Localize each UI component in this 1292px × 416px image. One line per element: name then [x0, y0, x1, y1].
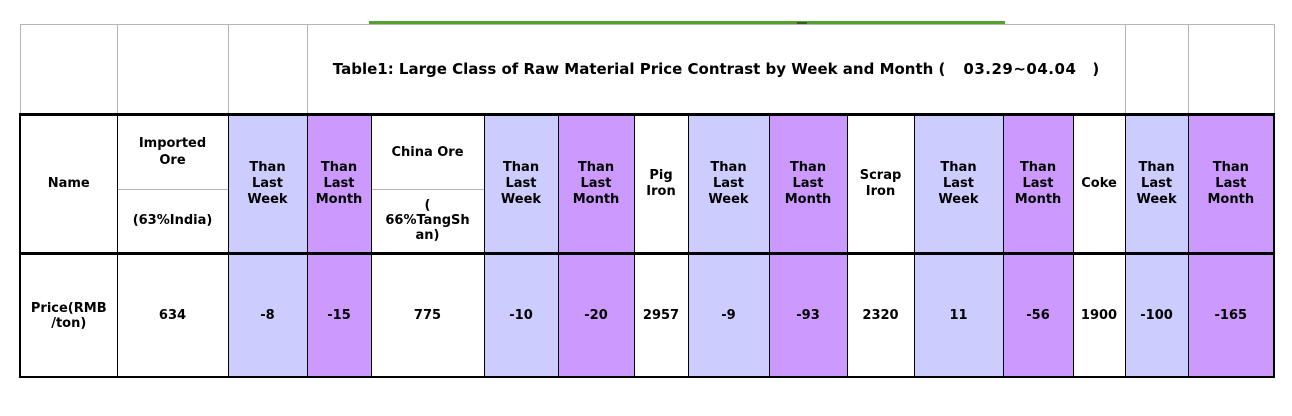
title-row-empty-cell: [1124, 24, 1189, 115]
value-imported-ore-week-change: -8: [227, 253, 308, 378]
value-scrap-iron-week-change: 11: [913, 253, 1004, 378]
header-cell-imported-ore: Imported Ore (63%India): [116, 113, 229, 255]
title-row-empty-cell: [227, 24, 308, 115]
value-china-ore-month-change: -20: [557, 253, 635, 378]
table-title: Table1: Large Class of Raw Material Pric…: [306, 24, 1126, 115]
title-row-empty-cell: [1187, 24, 1275, 115]
header-cell-than-last-week: Than Last Week: [227, 113, 308, 255]
header-cell-than-last-month: Than Last Month: [1002, 113, 1074, 255]
title-row-empty-cell: [116, 24, 229, 115]
value-coke-week-change: -100: [1124, 253, 1189, 378]
header-cell-than-last-month: Than Last Month: [768, 113, 848, 255]
value-china-ore-week-change: -10: [483, 253, 559, 378]
value-china-ore-price: 775: [370, 253, 485, 378]
header-cell-than-last-month: Than Last Month: [306, 113, 372, 255]
raw-material-price-table: Table1: Large Class of Raw Material Pric…: [19, 24, 1276, 378]
value-imported-ore-price: 634: [116, 253, 229, 378]
green-accent-line-dash: [797, 22, 807, 25]
value-coke-price: 1900: [1072, 253, 1126, 378]
value-scrap-iron-price: 2320: [846, 253, 915, 378]
header-cell-scrap-iron: Scrap Iron: [846, 113, 915, 255]
green-accent-line: [369, 21, 1005, 26]
value-coke-month-change: -165: [1187, 253, 1276, 378]
header-cell-than-last-week: Than Last Week: [687, 113, 770, 255]
header-cell-than-last-month: Than Last Month: [1187, 113, 1276, 255]
header-imported-ore-label: Imported Ore: [118, 118, 227, 191]
table-title-close-paren: ): [1092, 60, 1100, 78]
header-row: Name Imported Ore (63%India) Than Last W…: [19, 113, 1276, 255]
value-pig-iron-price: 2957: [633, 253, 689, 378]
header-cell-china-ore: China Ore ( 66%TangSh an): [370, 113, 485, 255]
price-data-row: Price(RMB /ton) 634 -8 -15 775 -10 -20 2…: [19, 253, 1276, 378]
title-row: Table1: Large Class of Raw Material Pric…: [19, 24, 1275, 115]
header-cell-than-last-month: Than Last Month: [557, 113, 635, 255]
header-imported-ore-grade: (63%India): [132, 212, 213, 228]
title-row-empty-cell: [19, 24, 118, 115]
value-pig-iron-week-change: -9: [687, 253, 770, 378]
header-china-ore-grade: ( 66%TangSh an): [385, 197, 470, 243]
table-title-text: Table1: Large Class of Raw Material Pric…: [332, 60, 946, 78]
row-label-price: Price(RMB /ton): [19, 253, 118, 378]
header-cell-than-last-week: Than Last Week: [1124, 113, 1189, 255]
header-cell-name: Name: [19, 113, 118, 255]
value-pig-iron-month-change: -93: [768, 253, 848, 378]
header-cell-than-last-week: Than Last Week: [483, 113, 559, 255]
header-china-ore-label: China Ore: [372, 118, 483, 191]
value-scrap-iron-month-change: -56: [1002, 253, 1074, 378]
header-cell-than-last-week: Than Last Week: [913, 113, 1004, 255]
header-cell-pig-iron: Pig Iron: [633, 113, 689, 255]
value-imported-ore-month-change: -15: [306, 253, 372, 378]
header-cell-coke: Coke: [1072, 113, 1126, 255]
table-title-date-range: 03.29~04.04: [963, 60, 1077, 78]
